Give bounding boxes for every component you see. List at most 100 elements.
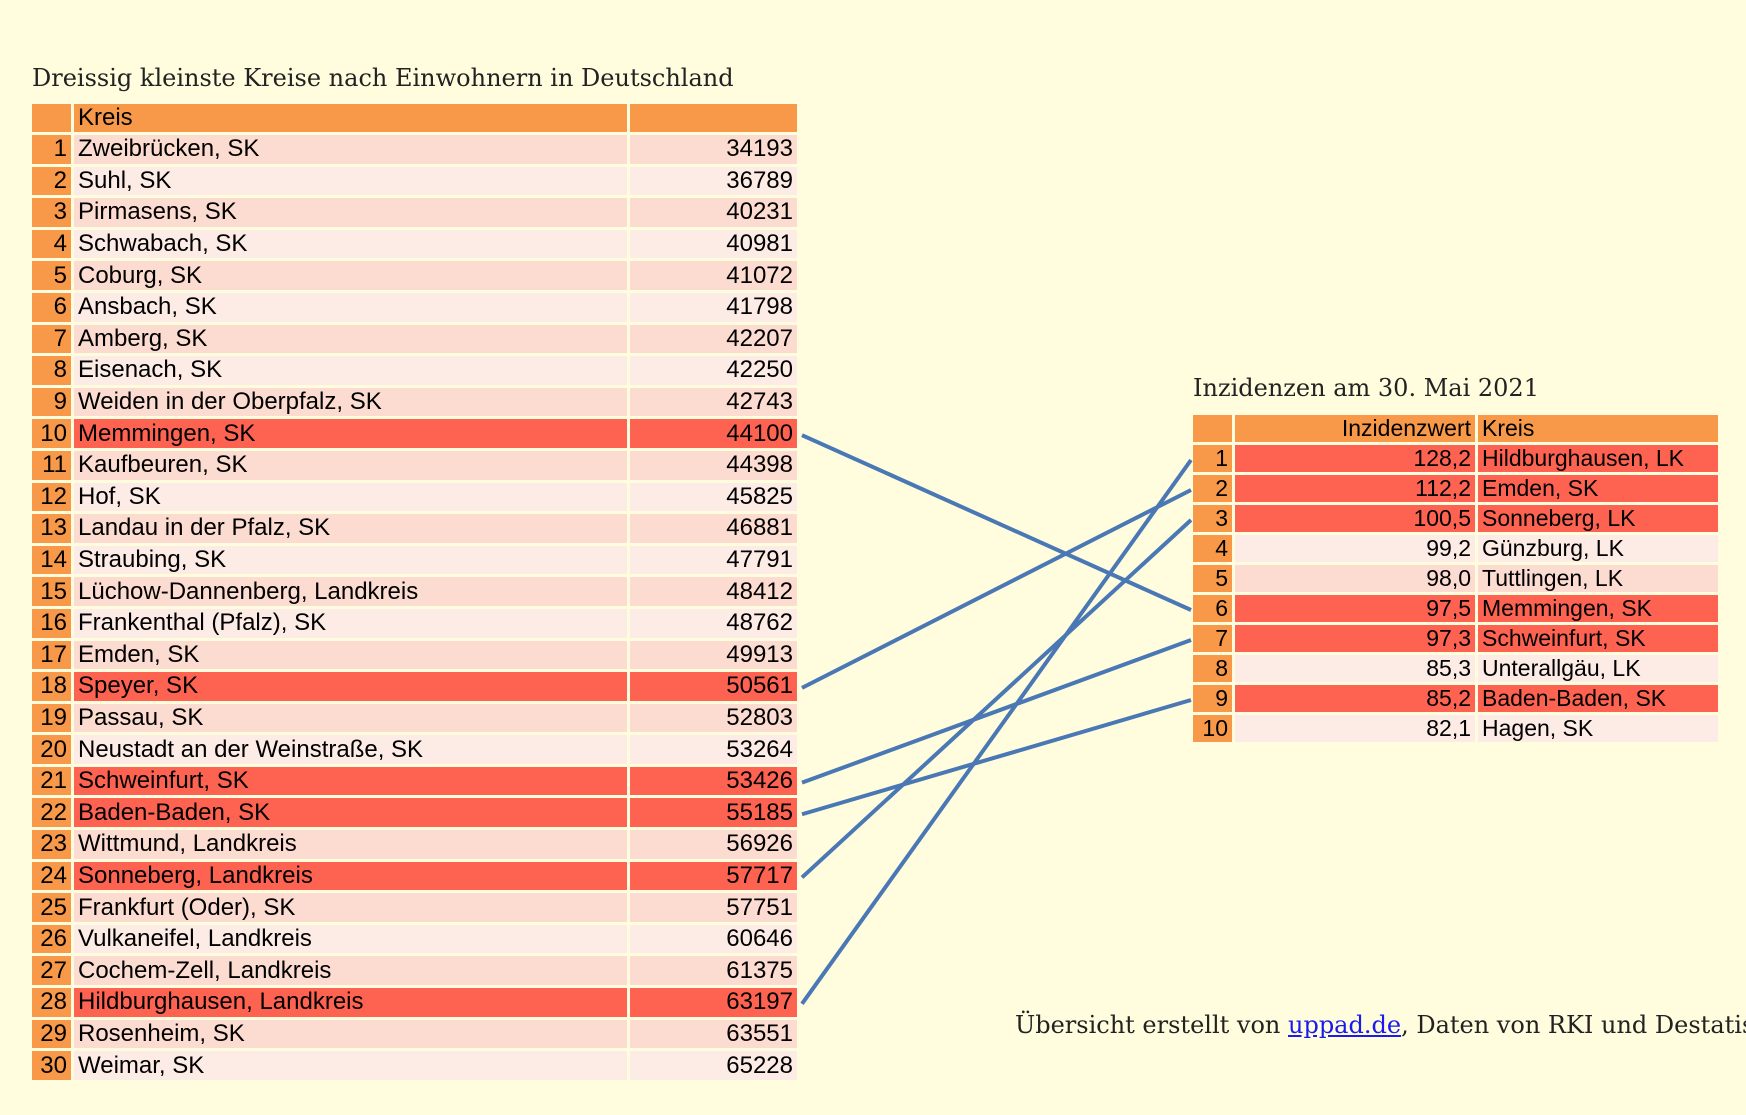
- population-cell: 55185: [630, 798, 800, 831]
- table-header-row: Kreis: [32, 104, 800, 135]
- population-cell: 63197: [630, 988, 800, 1020]
- table-row: 23 Wittmund, Landkreis 56926: [32, 830, 800, 862]
- population-cell: 42250: [630, 356, 800, 388]
- table-row: 27 Cochem-Zell, Landkreis 61375: [32, 956, 800, 989]
- population-table: Kreis 1 Zweibrücken, SK 34193 2 Suhl, SK 3678…: [32, 104, 800, 1083]
- kreis-name-cell: Sonneberg, LK: [1478, 505, 1721, 535]
- kreis-name-cell: Unterallgäu, LK: [1478, 655, 1721, 685]
- kreis-name-cell: Weimar, SK: [74, 1051, 630, 1083]
- table-row: 17 Emden, SK 49913: [32, 640, 800, 673]
- kreis-name-cell: Rosenheim, SK: [74, 1019, 630, 1052]
- header-kreis-cell: Kreis: [1478, 415, 1721, 445]
- kreis-name-cell: Schweinfurt, SK: [74, 766, 630, 799]
- table-row: 8 85,3 Unterallgäu, LK: [1193, 655, 1721, 685]
- population-cell: 41072: [630, 261, 800, 293]
- rank-cell: 8: [1193, 655, 1235, 685]
- kreis-name-cell: Lüchow-Dannenberg, Landkreis: [74, 577, 630, 609]
- table-row: 6 Ansbach, SK 41798: [32, 292, 800, 325]
- table-row: 7 97,3 Schweinfurt, SK: [1193, 625, 1721, 655]
- kreis-name-cell: Hof, SK: [74, 482, 630, 515]
- population-cell: 60646: [630, 924, 800, 957]
- kreis-name-cell: Suhl, SK: [74, 166, 630, 199]
- inzidenzwert-cell: 82,1: [1235, 715, 1478, 745]
- kreis-name-cell: Memmingen, SK: [74, 419, 630, 451]
- population-cell: 56926: [630, 830, 800, 862]
- header-inzidenzwert-cell: Inzidenzwert: [1235, 415, 1478, 445]
- kreis-name-cell: Frankenthal (Pfalz), SK: [74, 608, 630, 641]
- population-table-body: Kreis 1 Zweibrücken, SK 34193 2 Suhl, SK 3678…: [32, 104, 800, 1083]
- table-row: 30 Weimar, SK 65228: [32, 1051, 800, 1083]
- table-row: 20 Neustadt an der Weinstraße, SK 53264: [32, 735, 800, 767]
- kreis-name-cell: Ansbach, SK: [74, 292, 630, 325]
- population-cell: 40981: [630, 229, 800, 262]
- kreis-name-cell: Hildburghausen, Landkreis: [74, 988, 630, 1020]
- table-row: 16 Frankenthal (Pfalz), SK 48762: [32, 608, 800, 641]
- rank-cell: 28: [32, 988, 74, 1020]
- rank-cell: 17: [32, 640, 74, 673]
- kreis-name-cell: Tuttlingen, LK: [1478, 565, 1721, 595]
- rank-cell: 24: [32, 861, 74, 894]
- kreis-name-cell: Wittmund, Landkreis: [74, 830, 630, 862]
- rank-cell: 29: [32, 1019, 74, 1052]
- table-row: 11 Kaufbeuren, SK 44398: [32, 450, 800, 483]
- table-row: 29 Rosenheim, SK 63551: [32, 1019, 800, 1052]
- connector-line-28-to-1: [800, 458, 1193, 1005]
- table-row: 9 85,2 Baden-Baden, SK: [1193, 685, 1721, 715]
- table-row: 4 99,2 Günzburg, LK: [1193, 535, 1721, 565]
- rank-cell: 3: [1193, 505, 1235, 535]
- table-row: 2 Suhl, SK 36789: [32, 166, 800, 199]
- rank-cell: 9: [32, 387, 74, 420]
- table-row: 4 Schwabach, SK 40981: [32, 229, 800, 262]
- rank-cell: 2: [32, 166, 74, 199]
- rank-cell: 3: [32, 198, 74, 230]
- kreis-name-cell: Passau, SK: [74, 703, 630, 736]
- kreis-name-cell: Baden-Baden, SK: [1478, 685, 1721, 715]
- rank-cell: 7: [1193, 625, 1235, 655]
- population-cell: 50561: [630, 672, 800, 704]
- incidence-table-title: Inzidenzen am 30. Mai 2021: [1193, 374, 1539, 402]
- table-row: 5 98,0 Tuttlingen, LK: [1193, 565, 1721, 595]
- population-cell: 46881: [630, 514, 800, 546]
- uppad-link[interactable]: uppad.de: [1288, 1011, 1402, 1039]
- population-cell: 44100: [630, 419, 800, 451]
- rank-cell: 2: [1193, 475, 1235, 505]
- kreis-name-cell: Schweinfurt, SK: [1478, 625, 1721, 655]
- inzidenzwert-cell: 97,5: [1235, 595, 1478, 625]
- table-row: 8 Eisenach, SK 42250: [32, 356, 800, 388]
- rank-cell: 7: [32, 324, 74, 357]
- connector-line-18-to-2: [801, 488, 1192, 690]
- population-cell: 52803: [630, 703, 800, 736]
- rank-cell: 8: [32, 356, 74, 388]
- table-row: 12 Hof, SK 45825: [32, 482, 800, 515]
- table-row: 15 Lüchow-Dannenberg, Landkreis 48412: [32, 577, 800, 609]
- population-cell: 47791: [630, 545, 800, 578]
- header-rank-cell: [1193, 415, 1235, 445]
- population-cell: 63551: [630, 1019, 800, 1052]
- rank-cell: 4: [1193, 535, 1235, 565]
- header-value-cell: [630, 104, 800, 135]
- table-row: 24 Sonneberg, Landkreis 57717: [32, 861, 800, 894]
- kreis-name-cell: Zweibrücken, SK: [74, 135, 630, 167]
- table-row: 22 Baden-Baden, SK 55185: [32, 798, 800, 831]
- kreis-name-cell: Amberg, SK: [74, 324, 630, 357]
- kreis-name-cell: Günzburg, LK: [1478, 535, 1721, 565]
- rank-cell: 27: [32, 956, 74, 989]
- rank-cell: 30: [32, 1051, 74, 1083]
- table-row: 9 Weiden in der Oberpfalz, SK 42743: [32, 387, 800, 420]
- population-cell: 61375: [630, 956, 800, 989]
- population-cell: 42743: [630, 387, 800, 420]
- rank-cell: 5: [1193, 565, 1235, 595]
- kreis-name-cell: Memmingen, SK: [1478, 595, 1721, 625]
- kreis-name-cell: Speyer, SK: [74, 672, 630, 704]
- rank-cell: 12: [32, 482, 74, 515]
- kreis-name-cell: Vulkaneifel, Landkreis: [74, 924, 630, 957]
- inzidenzwert-cell: 99,2: [1235, 535, 1478, 565]
- rank-cell: 20: [32, 735, 74, 767]
- rank-cell: 13: [32, 514, 74, 546]
- kreis-name-cell: Sonneberg, Landkreis: [74, 861, 630, 894]
- kreis-name-cell: Emden, SK: [74, 640, 630, 673]
- kreis-name-cell: Landau in der Pfalz, SK: [74, 514, 630, 546]
- rank-cell: 9: [1193, 685, 1235, 715]
- kreis-name-cell: Schwabach, SK: [74, 229, 630, 262]
- inzidenzwert-cell: 98,0: [1235, 565, 1478, 595]
